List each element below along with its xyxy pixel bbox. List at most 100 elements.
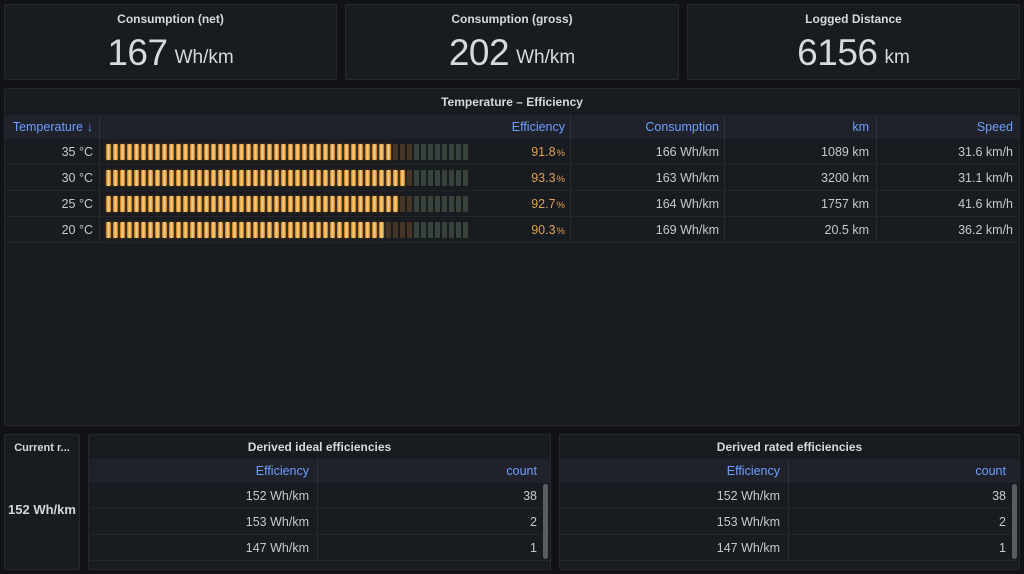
gauge-cell [288,169,293,186]
gauge-cell [442,143,447,160]
table-row: 152 Wh/km 38 [89,483,550,509]
column-header-efficiency[interactable]: Efficiency [100,115,571,139]
distance-cell: 20.5 km [725,217,877,242]
panel-title: Logged Distance [805,12,902,26]
gauge-cell [358,221,363,238]
gauge-cell [316,221,321,238]
gauge-cell [407,195,412,212]
efficiency-lcd-gauge [106,169,470,186]
efficiency-cell: 152 Wh/km [560,483,789,508]
efficiency-cell: 147 Wh/km [89,535,318,560]
gauge-cell [218,169,223,186]
gauge-cell [134,195,139,212]
gauge-cell [253,143,258,160]
gauge-cell [120,169,125,186]
column-header-speed[interactable]: Speed [877,115,1019,139]
gauge-cell [365,195,370,212]
gauge-cell [379,169,384,186]
stat-unit: km [884,46,910,68]
panel-title: Current r... [14,442,70,454]
consumption-cell: 166 Wh/km [571,139,725,164]
stat-unit: Wh/km [516,46,576,68]
gauge-cell [449,143,454,160]
gauge-cell [400,169,405,186]
gauge-cell [316,195,321,212]
gauge-cell [372,221,377,238]
efficiency-lcd-gauge [106,143,470,160]
column-header-consumption[interactable]: Consumption [571,115,725,139]
gauge-cell [386,143,391,160]
gauge-cell [288,221,293,238]
gauge-cell [386,221,391,238]
distance-cell: 3200 km [725,165,877,190]
gauge-cell [253,195,258,212]
gauge-cell [351,195,356,212]
column-header-efficiency[interactable]: Efficiency [560,459,789,483]
gauge-cell [204,195,209,212]
gauge-cell [400,221,405,238]
table-row: 153 Wh/km 2 [89,509,550,535]
gauge-cell [351,221,356,238]
panel-title: Derived ideal efficiencies [247,440,392,454]
stat-number: 152 Wh/km [8,501,76,517]
gauge-cell [148,169,153,186]
gauge-cell [365,169,370,186]
gauge-cell [330,221,335,238]
gauge-cell [190,221,195,238]
gauge-cell [456,169,461,186]
gauge-cell [260,221,265,238]
gauge-cell [148,195,153,212]
gauge-cell [211,195,216,212]
panel-title: Consumption (net) [117,12,224,26]
gauge-cell [260,169,265,186]
gauge-cell [176,195,181,212]
gauge-cell [323,143,328,160]
stat-panel-consumption-net: Consumption (net) 167 Wh/km [4,4,337,80]
gauge-cell [400,143,405,160]
gauge-cell [155,169,160,186]
column-header-efficiency[interactable]: Efficiency [89,459,318,483]
column-header-count[interactable]: count [318,459,550,483]
gauge-cell [253,169,258,186]
table-scrollbar[interactable] [543,484,548,559]
gauge-cell [106,195,111,212]
temperature-efficiency-panel: Temperature – Efficiency Temperature ↓ E… [4,88,1020,426]
column-header-label: Efficiency [511,120,565,134]
gauge-cell [421,221,426,238]
gauge-cell [141,143,146,160]
column-header-count[interactable]: count [789,459,1019,483]
gauge-cell [379,195,384,212]
column-header-temperature[interactable]: Temperature ↓ [5,115,100,139]
efficiency-number: 93.3 [531,170,556,185]
gauge-cell [141,221,146,238]
gauge-cell [274,195,279,212]
gauge-cell [267,169,272,186]
gauge-cell [428,169,433,186]
count-cell: 38 [992,488,1006,503]
gauge-cell [386,195,391,212]
gauge-cell [183,169,188,186]
gauge-cell [148,221,153,238]
gauge-cell [239,169,244,186]
gauge-cell [246,169,251,186]
gauge-cell [316,143,321,160]
gauge-cell [141,169,146,186]
gauge-cell [281,143,286,160]
gauge-cell [295,195,300,212]
gauge-cell [141,195,146,212]
gauge-cell [379,143,384,160]
gauge-cell [169,195,174,212]
efficiency-cell: 153 Wh/km [89,509,318,534]
gauge-cell [323,221,328,238]
count-cell: 38 [523,488,537,503]
gauge-cell [421,195,426,212]
column-header-km[interactable]: km [725,115,877,139]
table-row: 153 Wh/km 2 [560,509,1019,535]
gauge-cell [379,221,384,238]
table-scrollbar[interactable] [1012,484,1017,559]
stat-panel-logged-distance: Logged Distance 6156 km [687,4,1020,80]
gauge-cell [421,169,426,186]
gauge-cell [197,143,202,160]
gauge-cell [309,169,314,186]
gauge-cell [190,195,195,212]
